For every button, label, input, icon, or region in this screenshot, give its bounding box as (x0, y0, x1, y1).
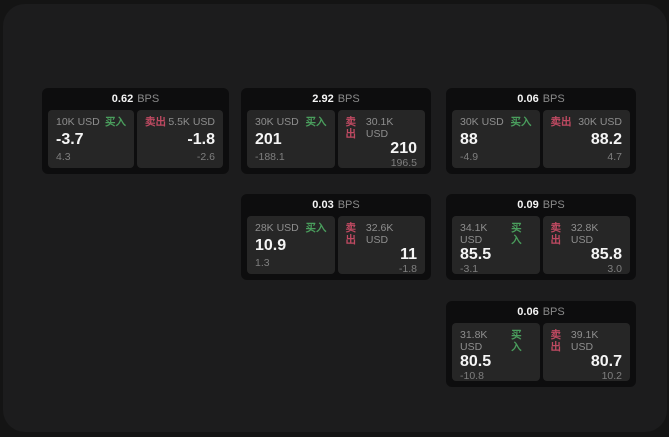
sell-side-label: 卖出 (145, 116, 166, 128)
sell-delta: 196.5 (390, 157, 417, 169)
sell-panel[interactable]: 卖出 30K USD 88.2 4.7 (542, 110, 630, 168)
sell-size: 32.6K USD (365, 222, 394, 246)
bps-unit-label: BPS (542, 306, 565, 318)
buy-panel[interactable]: 31.8K USD 买入 80.5 -10.8 (452, 323, 540, 382)
sell-side-label: 卖出 (550, 222, 562, 246)
sell-size: 32.8K USD (570, 222, 599, 246)
quote-panels: 28K USD 买入 10.9 1.3 卖出 32.6K USD 11 -1.8 (241, 216, 431, 275)
buy-side-label: 买入 (511, 222, 522, 246)
buy-size: 34.1K USD (460, 222, 488, 246)
sell-panel[interactable]: 卖出 30.1K USD 210 196.5 (337, 110, 425, 169)
bps-value: 2.92 (312, 93, 334, 105)
bps-header: 0.03 BPS (241, 194, 431, 216)
quote-card-1: 0.62 BPS 10K USD 买入 -3.7 4.3 卖出 5.5K USD… (42, 88, 229, 174)
buy-size: 30K USD (460, 116, 504, 128)
bps-header: 0.06 BPS (446, 88, 636, 110)
sell-side-label: 卖出 (345, 222, 357, 246)
quote-panels: 10K USD 买入 -3.7 4.3 卖出 5.5K USD -1.8 -2.… (42, 110, 229, 168)
buy-size: 30K USD (255, 116, 299, 128)
sell-panel[interactable]: 卖出 32.8K USD 85.8 3.0 (542, 216, 630, 275)
buy-side-label: 买入 (305, 222, 327, 234)
bps-unit-label: BPS (337, 93, 360, 105)
quote-card-2: 2.92 BPS 30K USD 买入 201 -188.1 卖出 30.1K … (241, 88, 431, 174)
sell-size: 30.1K USD (365, 116, 394, 140)
sell-delta: 4.7 (607, 151, 622, 163)
quote-panels: 31.8K USD 买入 80.5 -10.8 卖出 39.1K USD 80.… (446, 323, 636, 382)
bps-unit-label: BPS (137, 93, 160, 105)
buy-price: -3.7 (56, 131, 84, 148)
buy-size: 31.8K USD (460, 329, 488, 353)
buy-side-label: 买入 (305, 116, 327, 128)
buy-price: 80.5 (460, 353, 492, 370)
sell-size: 39.1K USD (570, 329, 599, 353)
buy-panel[interactable]: 28K USD 买入 10.9 1.3 (247, 216, 335, 274)
buy-panel[interactable]: 30K USD 买入 88 -4.9 (452, 110, 540, 168)
bps-unit-label: BPS (337, 199, 360, 211)
bps-value: 0.06 (517, 93, 539, 105)
buy-panel[interactable]: 30K USD 买入 201 -188.1 (247, 110, 335, 168)
quote-card-3: 0.06 BPS 30K USD 买入 88 -4.9 卖出 30K USD 8… (446, 88, 636, 174)
sell-price: 85.8 (590, 246, 622, 263)
bps-unit-label: BPS (542, 199, 565, 211)
bps-value: 0.62 (111, 93, 134, 105)
sell-delta: -2.6 (196, 151, 215, 163)
buy-size: 10K USD (56, 116, 100, 128)
buy-price: 88 (460, 131, 478, 148)
buy-delta: -3.1 (460, 263, 479, 275)
sell-price: 210 (390, 140, 417, 157)
sell-delta: -1.8 (398, 263, 417, 275)
quote-card-6: 0.06 BPS 31.8K USD 买入 80.5 -10.8 卖出 39.1… (446, 301, 636, 387)
sell-panel[interactable]: 卖出 32.6K USD 11 -1.8 (337, 216, 425, 275)
buy-delta: -10.8 (460, 370, 484, 382)
bps-header: 0.62 BPS (42, 88, 229, 110)
buy-panel[interactable]: 10K USD 买入 -3.7 4.3 (48, 110, 134, 168)
sell-price: 88.2 (590, 131, 622, 148)
buy-side-label: 买入 (511, 329, 522, 353)
buy-delta: 4.3 (56, 151, 71, 163)
buy-panel[interactable]: 34.1K USD 买入 85.5 -3.1 (452, 216, 540, 275)
buy-delta: 1.3 (255, 257, 270, 269)
sell-size: 5.5K USD (168, 116, 215, 128)
sell-price: 11 (400, 246, 417, 263)
sell-side-label: 卖出 (550, 329, 562, 353)
buy-price: 85.5 (460, 246, 492, 263)
buy-price: 201 (255, 131, 282, 148)
bps-header: 2.92 BPS (241, 88, 431, 110)
bps-value: 0.09 (517, 199, 539, 211)
buy-delta: -4.9 (460, 151, 479, 163)
sell-size: 30K USD (578, 116, 622, 128)
quote-panels: 30K USD 买入 88 -4.9 卖出 30K USD 88.2 4.7 (446, 110, 636, 168)
bps-header: 0.09 BPS (446, 194, 636, 216)
quote-panels: 30K USD 买入 201 -188.1 卖出 30.1K USD 210 1… (241, 110, 431, 169)
buy-price: 10.9 (255, 237, 287, 254)
bps-header: 0.06 BPS (446, 301, 636, 323)
sell-side-label: 卖出 (345, 116, 357, 140)
sell-delta: 10.2 (601, 370, 622, 382)
sell-side-label: 卖出 (550, 116, 572, 128)
quote-card-5: 0.09 BPS 34.1K USD 买入 85.5 -3.1 卖出 32.8K… (446, 194, 636, 280)
sell-price: -1.8 (187, 131, 215, 148)
quote-panels: 34.1K USD 买入 85.5 -3.1 卖出 32.8K USD 85.8… (446, 216, 636, 275)
sell-panel[interactable]: 卖出 39.1K USD 80.7 10.2 (542, 323, 630, 382)
buy-size: 28K USD (255, 222, 299, 234)
sell-panel[interactable]: 卖出 5.5K USD -1.8 -2.6 (137, 110, 223, 168)
buy-side-label: 买入 (105, 116, 126, 128)
bps-unit-label: BPS (542, 93, 565, 105)
bps-value: 0.03 (312, 199, 334, 211)
quotes-panel: 0.62 BPS 10K USD 买入 -3.7 4.3 卖出 5.5K USD… (3, 4, 667, 432)
sell-price: 80.7 (590, 353, 622, 370)
sell-delta: 3.0 (607, 263, 622, 275)
buy-delta: -188.1 (255, 151, 285, 163)
quote-card-4: 0.03 BPS 28K USD 买入 10.9 1.3 卖出 32.6K US… (241, 194, 431, 280)
bps-value: 0.06 (517, 306, 539, 318)
buy-side-label: 买入 (510, 116, 532, 128)
